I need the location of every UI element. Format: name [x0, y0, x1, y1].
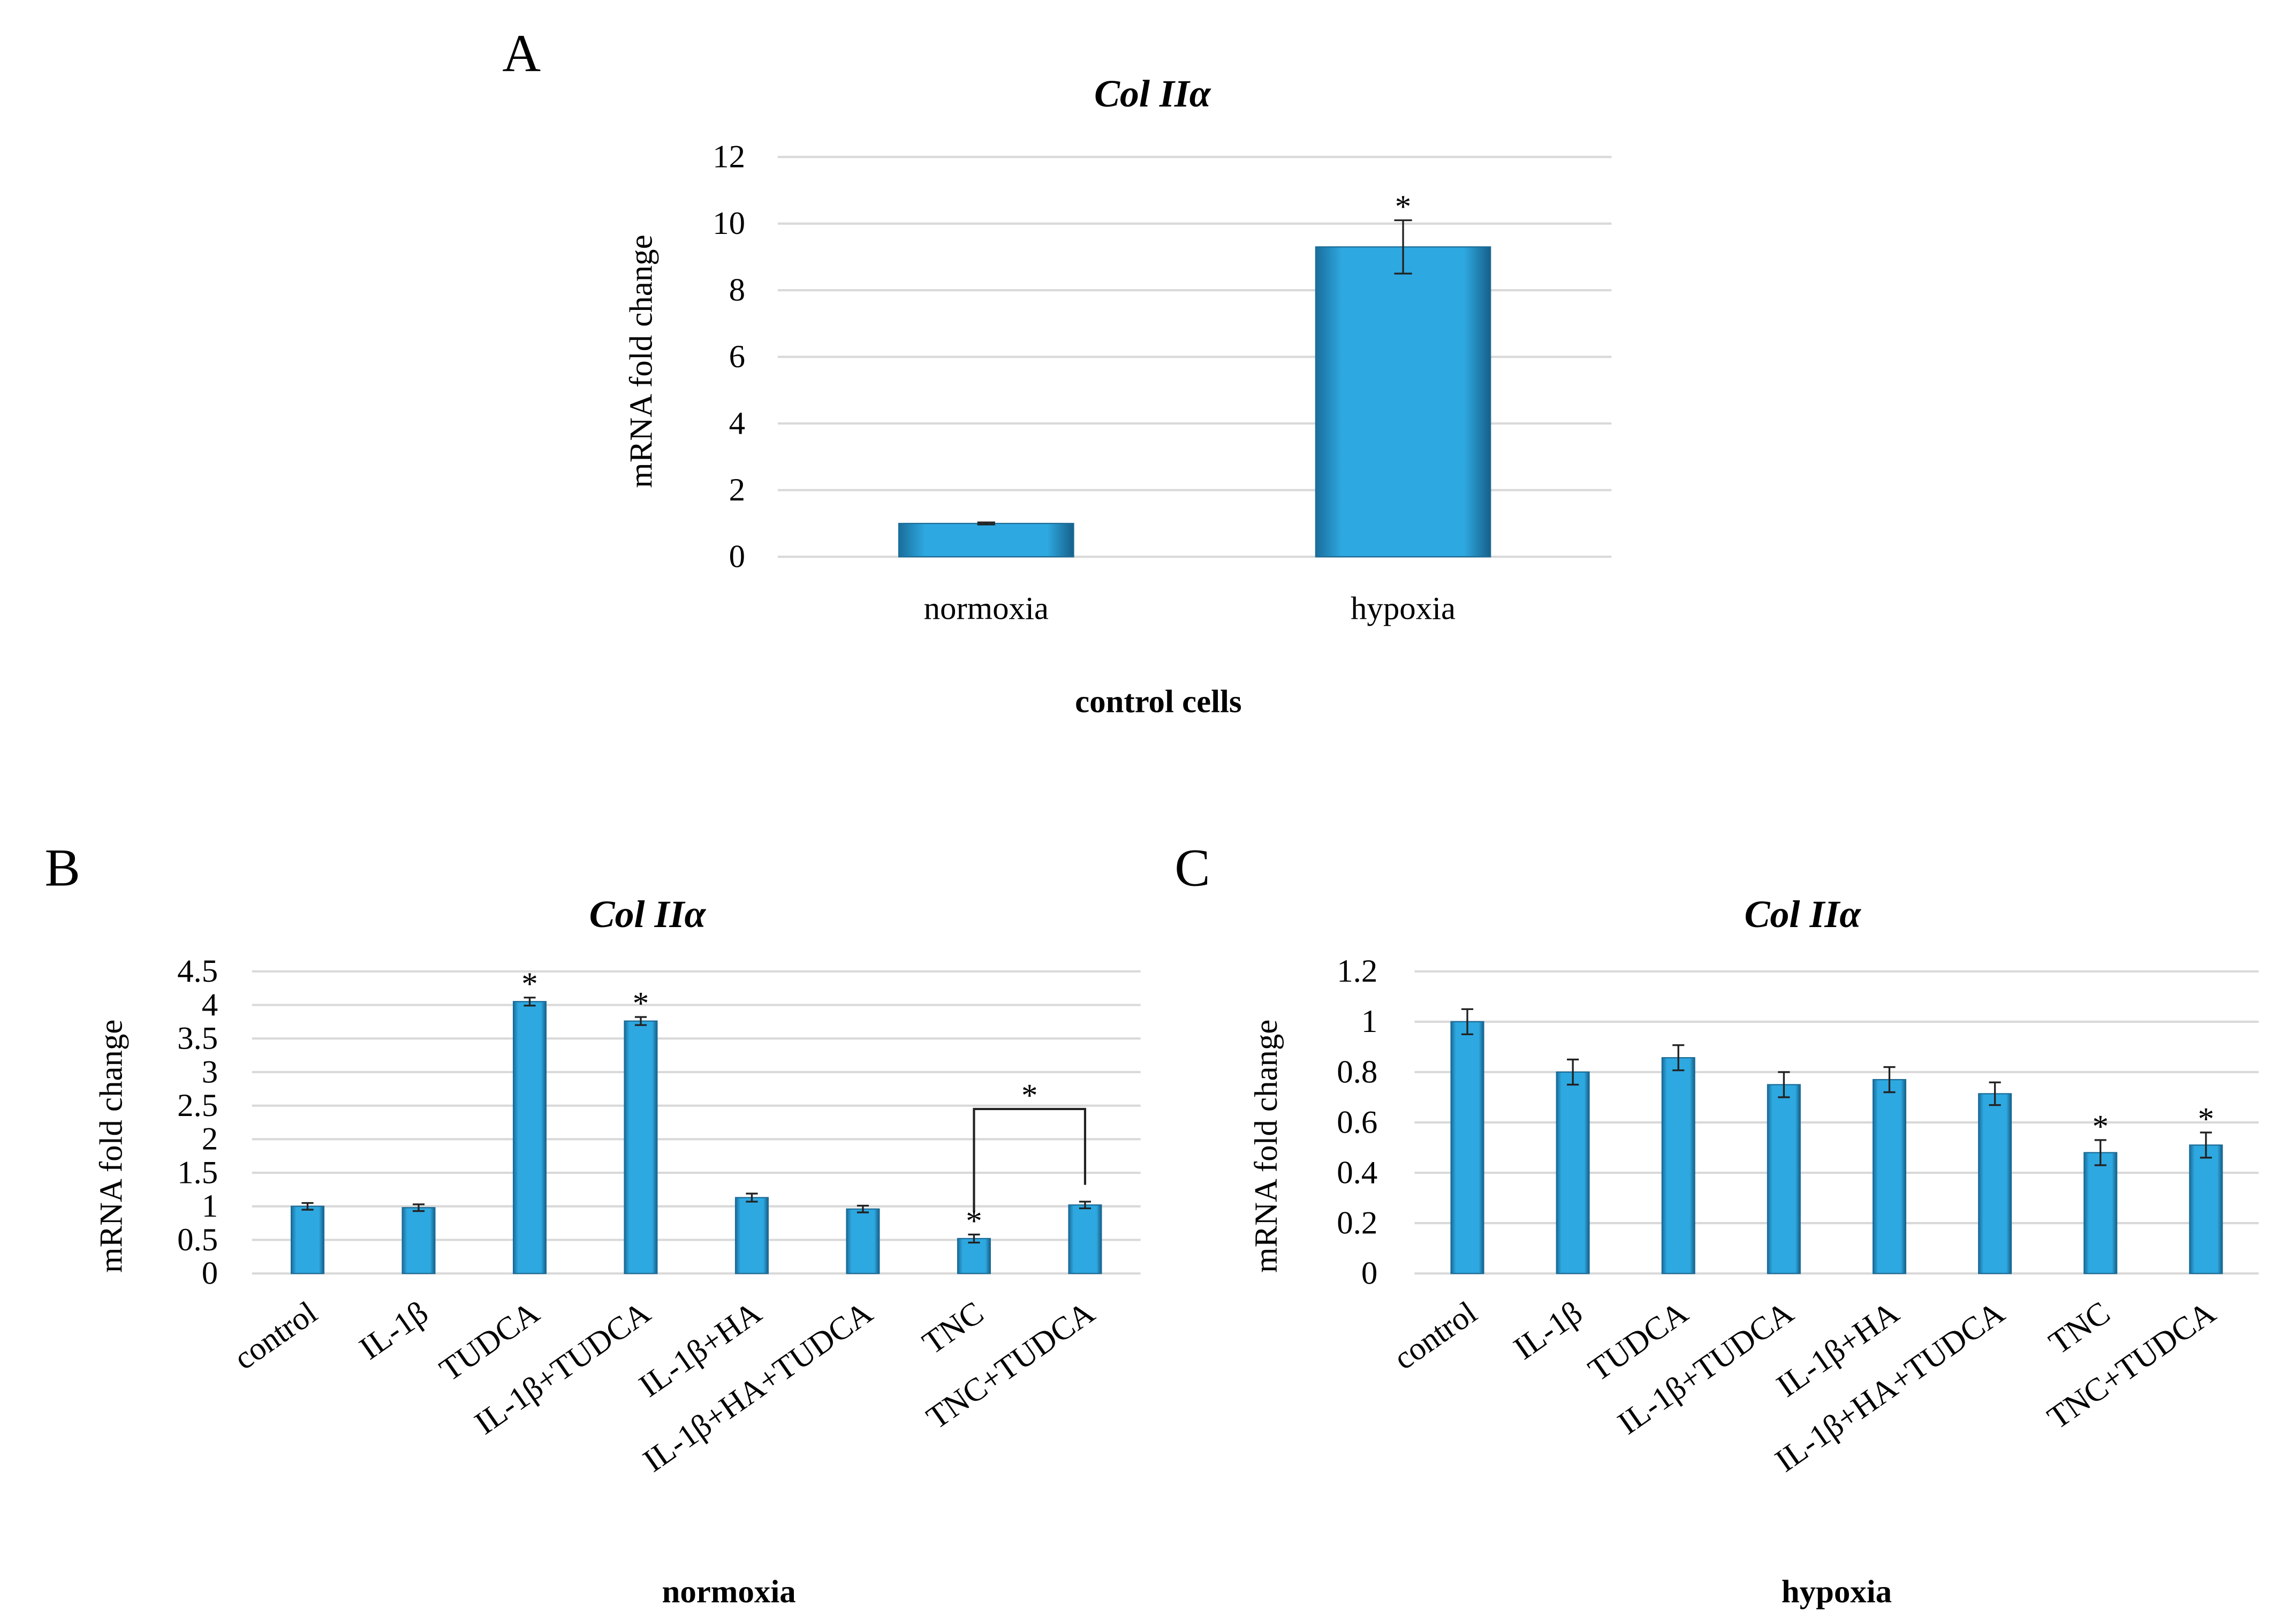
- bar-hypoxia: [1315, 246, 1491, 558]
- bar-TNC: [2083, 1152, 2118, 1274]
- y-tick-label: 1.5: [177, 1155, 218, 1190]
- y-tick-label: 1: [202, 1188, 218, 1224]
- bar-IL-1β: [401, 1207, 436, 1274]
- y-tick-label: 6: [729, 339, 745, 375]
- panel-letter-c: C: [1174, 838, 1210, 897]
- bar-control: [1450, 1021, 1484, 1274]
- bar-TNC+TUDCA: [1068, 1204, 1102, 1274]
- significance-asterisk: *: [633, 986, 649, 1022]
- y-tick-label: 0.6: [1337, 1104, 1377, 1140]
- y-tick-label: 2: [729, 472, 745, 508]
- y-tick-label: 3: [202, 1054, 218, 1090]
- panel-a-xlabel: control cells: [1075, 684, 1242, 720]
- y-tick-label: 1: [1361, 1004, 1377, 1039]
- panel-letter-b: B: [44, 838, 80, 897]
- y-tick-label: 0.4: [1337, 1155, 1377, 1190]
- y-tick-label: 2.5: [177, 1088, 218, 1123]
- significance-asterisk: *: [2092, 1109, 2108, 1144]
- bar-IL-1β+HA: [734, 1197, 769, 1274]
- significance-asterisk: *: [521, 966, 537, 1002]
- x-tick-label: TNC: [916, 1295, 990, 1362]
- panel-letter-a: A: [502, 24, 541, 83]
- y-tick-label: 8: [729, 272, 745, 308]
- x-tick-label: IL-1β+TUDCA: [1611, 1295, 1800, 1442]
- significance-asterisk: *: [1395, 189, 1411, 225]
- y-tick-label: 0: [1361, 1256, 1377, 1292]
- bar-IL-1β: [1556, 1071, 1590, 1274]
- bar-IL-1β+TUDCA: [1767, 1084, 1801, 1274]
- panel-a-plot: 0 2 4 6 8 10 12 normoxia * hypoxia: [713, 139, 1612, 626]
- x-tick-label: IL-1β: [1507, 1295, 1589, 1367]
- panel-c-title: Col IIα: [1744, 893, 1861, 936]
- bar-TNC: [957, 1238, 991, 1274]
- y-tick-label: 4: [729, 406, 745, 442]
- panel-b-ylabel: mRNA fold change: [93, 1020, 129, 1273]
- panel-b-xlabel: normoxia: [662, 1574, 795, 1610]
- y-tick-label: 10: [713, 206, 745, 241]
- panel-a-ylabel: mRNA fold change: [624, 234, 660, 488]
- x-tick-label: hypoxia: [1351, 590, 1456, 626]
- y-tick-label: 0.2: [1337, 1205, 1377, 1241]
- y-tick-label: 0.5: [177, 1222, 218, 1258]
- x-tick-label: control: [1388, 1295, 1484, 1377]
- panel-a-title: Col IIα: [1094, 72, 1211, 115]
- bar-TUDCA: [1661, 1057, 1695, 1274]
- panel-b-title: Col IIα: [589, 893, 707, 936]
- bar-IL-1β+HA+TUDCA: [846, 1208, 880, 1274]
- x-tick-label: IL-1β: [353, 1295, 435, 1367]
- bar-normoxia: [898, 522, 1074, 558]
- significance-bracket: [973, 1107, 1086, 1211]
- bar-control: [290, 1205, 325, 1274]
- x-tick-label: control: [228, 1295, 324, 1377]
- x-tick-label: TNC: [2043, 1295, 2117, 1362]
- y-tick-label: 12: [713, 139, 745, 175]
- panel-c-ylabel: mRNA fold change: [1248, 1020, 1284, 1273]
- bar-IL-1β+HA: [1872, 1079, 1907, 1274]
- bar-TUDCA: [512, 1001, 547, 1274]
- y-tick-label: 0.8: [1337, 1054, 1377, 1090]
- bar-IL-1β+HA+TUDCA: [1978, 1093, 2012, 1274]
- y-tick-label: 4.5: [177, 953, 218, 989]
- y-tick-label: 0: [729, 539, 745, 575]
- y-tick-label: 4: [202, 987, 218, 1023]
- y-tick-label: 0: [202, 1256, 218, 1292]
- x-tick-label: normoxia: [924, 590, 1049, 626]
- y-tick-label: 3.5: [177, 1021, 218, 1057]
- y-tick-label: 2: [202, 1121, 218, 1157]
- panel-c-xlabel: hypoxia: [1782, 1574, 1892, 1610]
- bar-IL-1β+TUDCA: [624, 1020, 658, 1274]
- y-tick-label: 1.2: [1337, 953, 1377, 989]
- bar-TNC+TUDCA: [2189, 1144, 2223, 1274]
- bracket-asterisk: *: [1021, 1077, 1037, 1113]
- significance-asterisk: *: [2198, 1101, 2214, 1137]
